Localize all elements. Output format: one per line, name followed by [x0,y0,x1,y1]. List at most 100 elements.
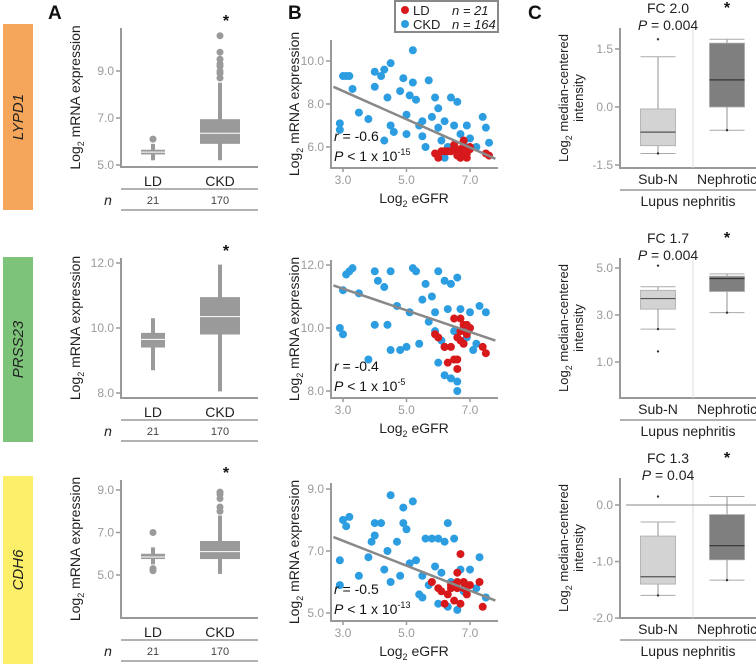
ckd-point [402,110,411,119]
ckd-point [443,519,452,528]
ld-point [450,140,459,149]
a-outlier [216,48,224,56]
ckd-point [402,342,411,351]
ld-point [453,149,462,158]
c-whisker-end [725,578,729,582]
ld-point [437,147,446,156]
log-text: Log [67,598,83,621]
c-outlier [656,264,660,267]
ckd-point [418,593,427,602]
log-subscript: 2 [295,596,305,601]
p-text: < 1 x 10 [343,378,397,394]
ckd-point [446,279,455,288]
ckd-point [453,387,462,395]
p-symbol: P [638,247,648,263]
b-x-axis-label: Log2 eGFR [379,420,449,439]
c-box [640,289,676,310]
ckd-point [418,117,427,126]
ckd-point [412,267,421,276]
ckd-point [415,339,424,348]
log-subscript: 2 [76,141,86,146]
b-x-axis-label: Log2 eGFR [379,190,449,209]
a-n-value: 170 [211,646,229,658]
ld-point [453,568,462,577]
b-y-tick-label: 8.0 [307,97,324,111]
c-whisker-end [656,327,660,331]
ckd-point [389,127,398,136]
ckd-point [472,584,481,593]
ld-point [456,599,465,608]
ld-point [456,550,465,559]
b-y-tick-label: 6.0 [307,140,324,154]
c-y-axis-label-line2: intensity [571,524,586,572]
ckd-point [434,358,443,367]
ld-point [462,590,471,599]
log-text: Log [67,377,83,400]
ld-point [481,349,490,358]
ld-point [443,358,452,367]
significance-star: * [724,0,731,17]
c-y-axis-label-line2: intensity [571,74,586,122]
a-y-axis-label: Log2 mRNA expression [67,25,86,169]
significance-star: * [724,230,731,247]
ckd-point [437,568,446,577]
a-outlier [216,55,224,63]
ckd-point [335,125,344,134]
log-subscript: 2 [403,429,408,439]
p-exponent: -13 [397,600,410,610]
log-text: Log [286,153,302,176]
ckd-point [339,330,347,339]
p-value: P < 1 x 10-5 [334,377,405,394]
log-text: Log [286,378,302,401]
ckd-point [481,308,490,317]
log-subscript: 2 [76,593,86,598]
panel-letter: B [288,3,302,24]
a-outlier [149,529,157,536]
ckd-point [370,320,379,329]
ckd-point [354,108,363,117]
a-outlier [149,565,157,573]
a-y-tick-label: 12.0 [91,256,115,270]
regression-line [332,85,496,160]
ckd-point [386,491,395,500]
log-text: Log [379,420,402,436]
label-suffix: eGFR [408,420,449,436]
gene-label-bar [3,24,33,210]
ckd-point [370,67,379,76]
ckd-point [402,130,411,139]
ckd-point [469,346,478,355]
p-text: = 0.004 [647,17,698,33]
c-box [709,42,745,108]
c-box [709,275,745,292]
ckd-point [440,276,449,285]
legend-ckd-label: CKD [413,17,440,32]
a-outlier [216,503,224,511]
ckd-point [335,324,344,332]
c-y-tick-label: -1.0 [592,555,613,569]
log-text: Log [286,601,302,624]
p-text: = 0.04 [651,467,694,483]
log-text: Log [556,370,571,392]
ckd-point [399,74,408,83]
ckd-point [418,295,427,304]
ckd-point [485,138,494,147]
ckd-point [386,267,395,276]
c-group-label: Lupus nephritis [641,423,736,439]
ckd-point [396,571,405,580]
label-suffix: mRNA expression [67,477,83,593]
panel-letter: C [528,3,542,24]
c-y-axis-label: Log2 median-centered [556,484,574,612]
b-x-tick-label: 3.0 [335,173,352,187]
ckd-point [386,121,395,130]
ld-point [443,590,452,599]
gene-name: LYPD1 [10,94,27,140]
ckd-point [434,123,443,132]
ckd-point [450,534,459,543]
ld-point [446,342,455,351]
ckd-point [440,117,449,126]
c-category-label: Sub-N [638,171,678,187]
p-symbol: P [638,17,648,33]
b-y-axis-label: Log2 mRNA expression [286,32,305,176]
a-y-tick-label: 7.0 [97,526,114,540]
label-suffix: median-centered [556,34,571,135]
